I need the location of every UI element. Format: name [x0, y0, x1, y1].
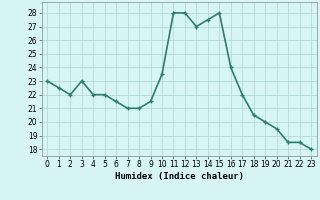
X-axis label: Humidex (Indice chaleur): Humidex (Indice chaleur)	[115, 172, 244, 181]
